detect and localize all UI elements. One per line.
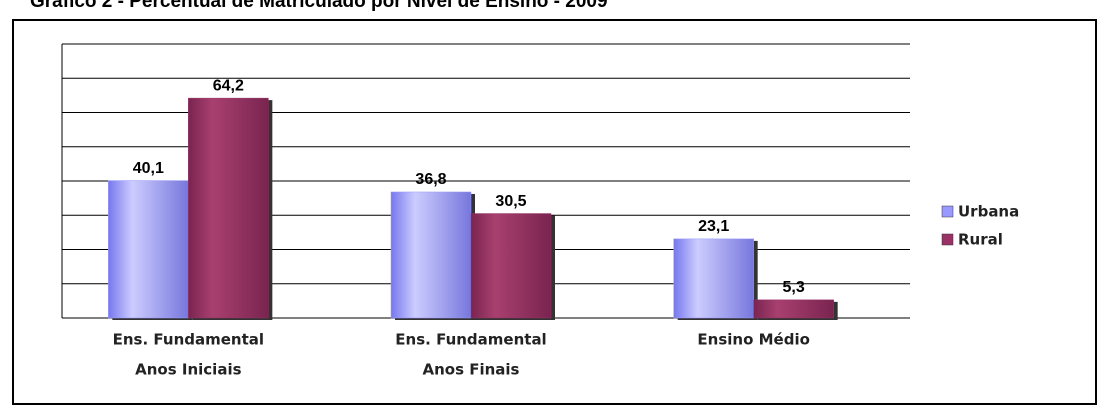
bar bbox=[188, 97, 269, 319]
x-tick-label: Anos Iniciais bbox=[135, 361, 241, 379]
bar bbox=[470, 213, 552, 319]
x-tick-label: Anos Finais bbox=[422, 361, 519, 379]
bar bbox=[390, 191, 472, 319]
data-label: 36,8 bbox=[415, 171, 446, 188]
bar bbox=[753, 299, 834, 319]
x-tick-label: Ens. Fundamental bbox=[113, 331, 264, 349]
x-tick-label: Ens. Fundamental bbox=[395, 331, 546, 349]
chart-border bbox=[12, 19, 1097, 405]
data-label: 30,5 bbox=[495, 193, 526, 210]
legend-swatch bbox=[941, 233, 954, 246]
x-tick-label: Ensino Médio bbox=[697, 331, 810, 349]
legend-label: Rural bbox=[958, 231, 1003, 249]
legend-swatch bbox=[941, 205, 954, 218]
bar bbox=[108, 180, 189, 319]
bar bbox=[673, 238, 754, 319]
data-label: 5,3 bbox=[783, 279, 805, 296]
chart-title: Gráfico 2 - Percentual de Matriculado po… bbox=[30, 0, 608, 12]
data-label: 64,2 bbox=[213, 77, 244, 94]
data-label: 40,1 bbox=[133, 160, 164, 177]
data-label: 23,1 bbox=[698, 218, 729, 235]
legend-label: Urbana bbox=[958, 203, 1019, 221]
